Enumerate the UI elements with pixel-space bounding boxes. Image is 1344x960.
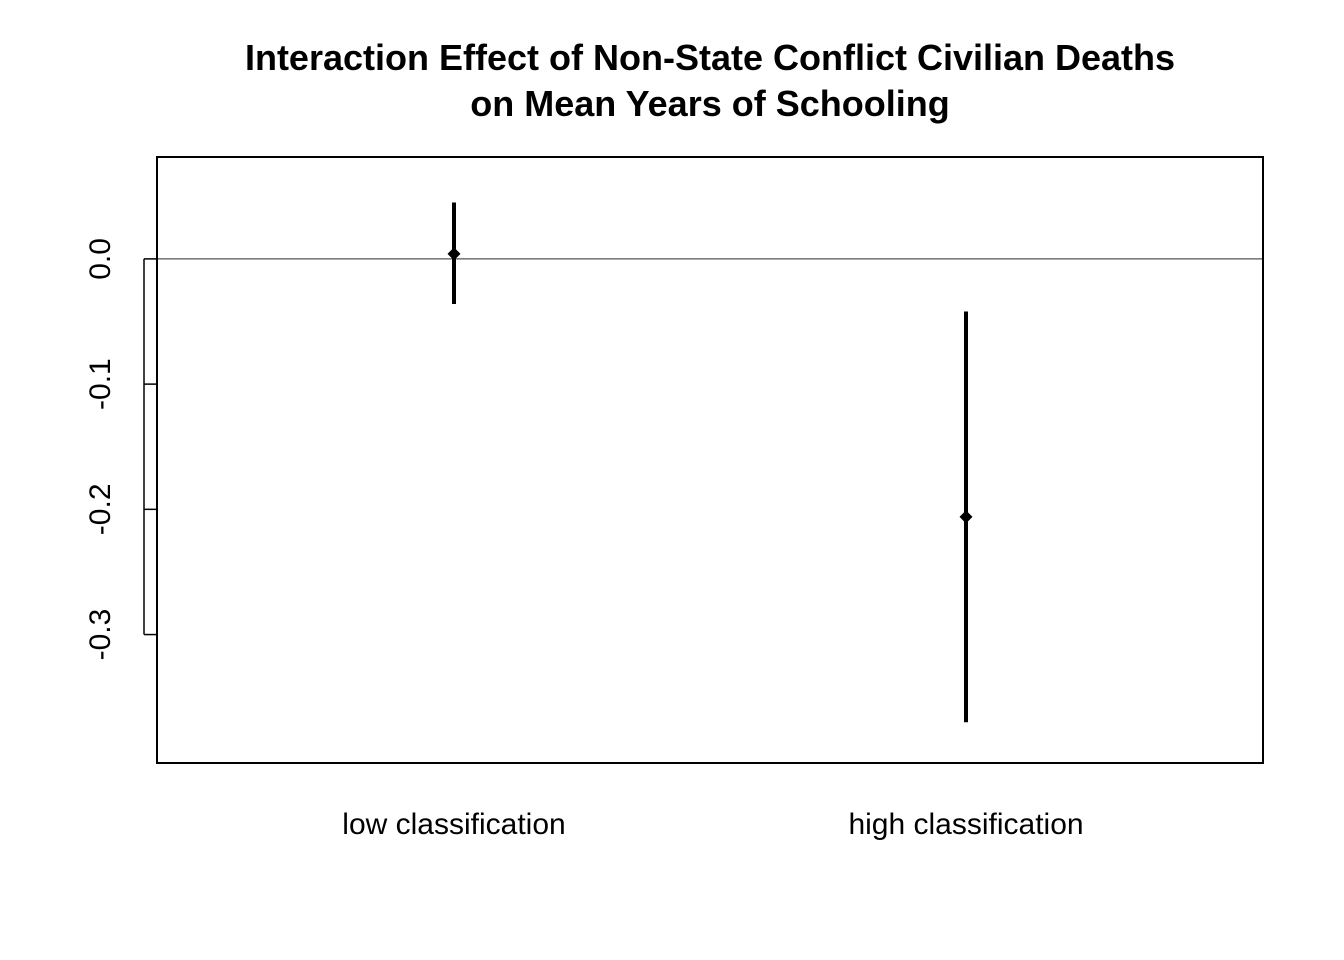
x-tick-label-low: low classification: [342, 808, 565, 841]
plot-area: [157, 202, 1263, 723]
point-estimate-high: [959, 510, 973, 524]
point-estimate-low: [447, 247, 461, 261]
y-axis: 0.0 -0.1 -0.2 -0.3: [84, 238, 157, 660]
y-tick-label-1: -0.1: [84, 358, 117, 410]
chart-title-line-2: on Mean Years of Schooling: [470, 83, 949, 124]
x-tick-label-high: high classification: [848, 808, 1083, 841]
y-tick-label-2: -0.2: [84, 483, 117, 535]
plot-frame: [156, 156, 1264, 764]
y-tick-label-0: 0.0: [84, 238, 117, 280]
chart-title-line-1: Interaction Effect of Non-State Conflict…: [245, 37, 1175, 78]
y-tick-label-3: -0.3: [84, 609, 117, 661]
